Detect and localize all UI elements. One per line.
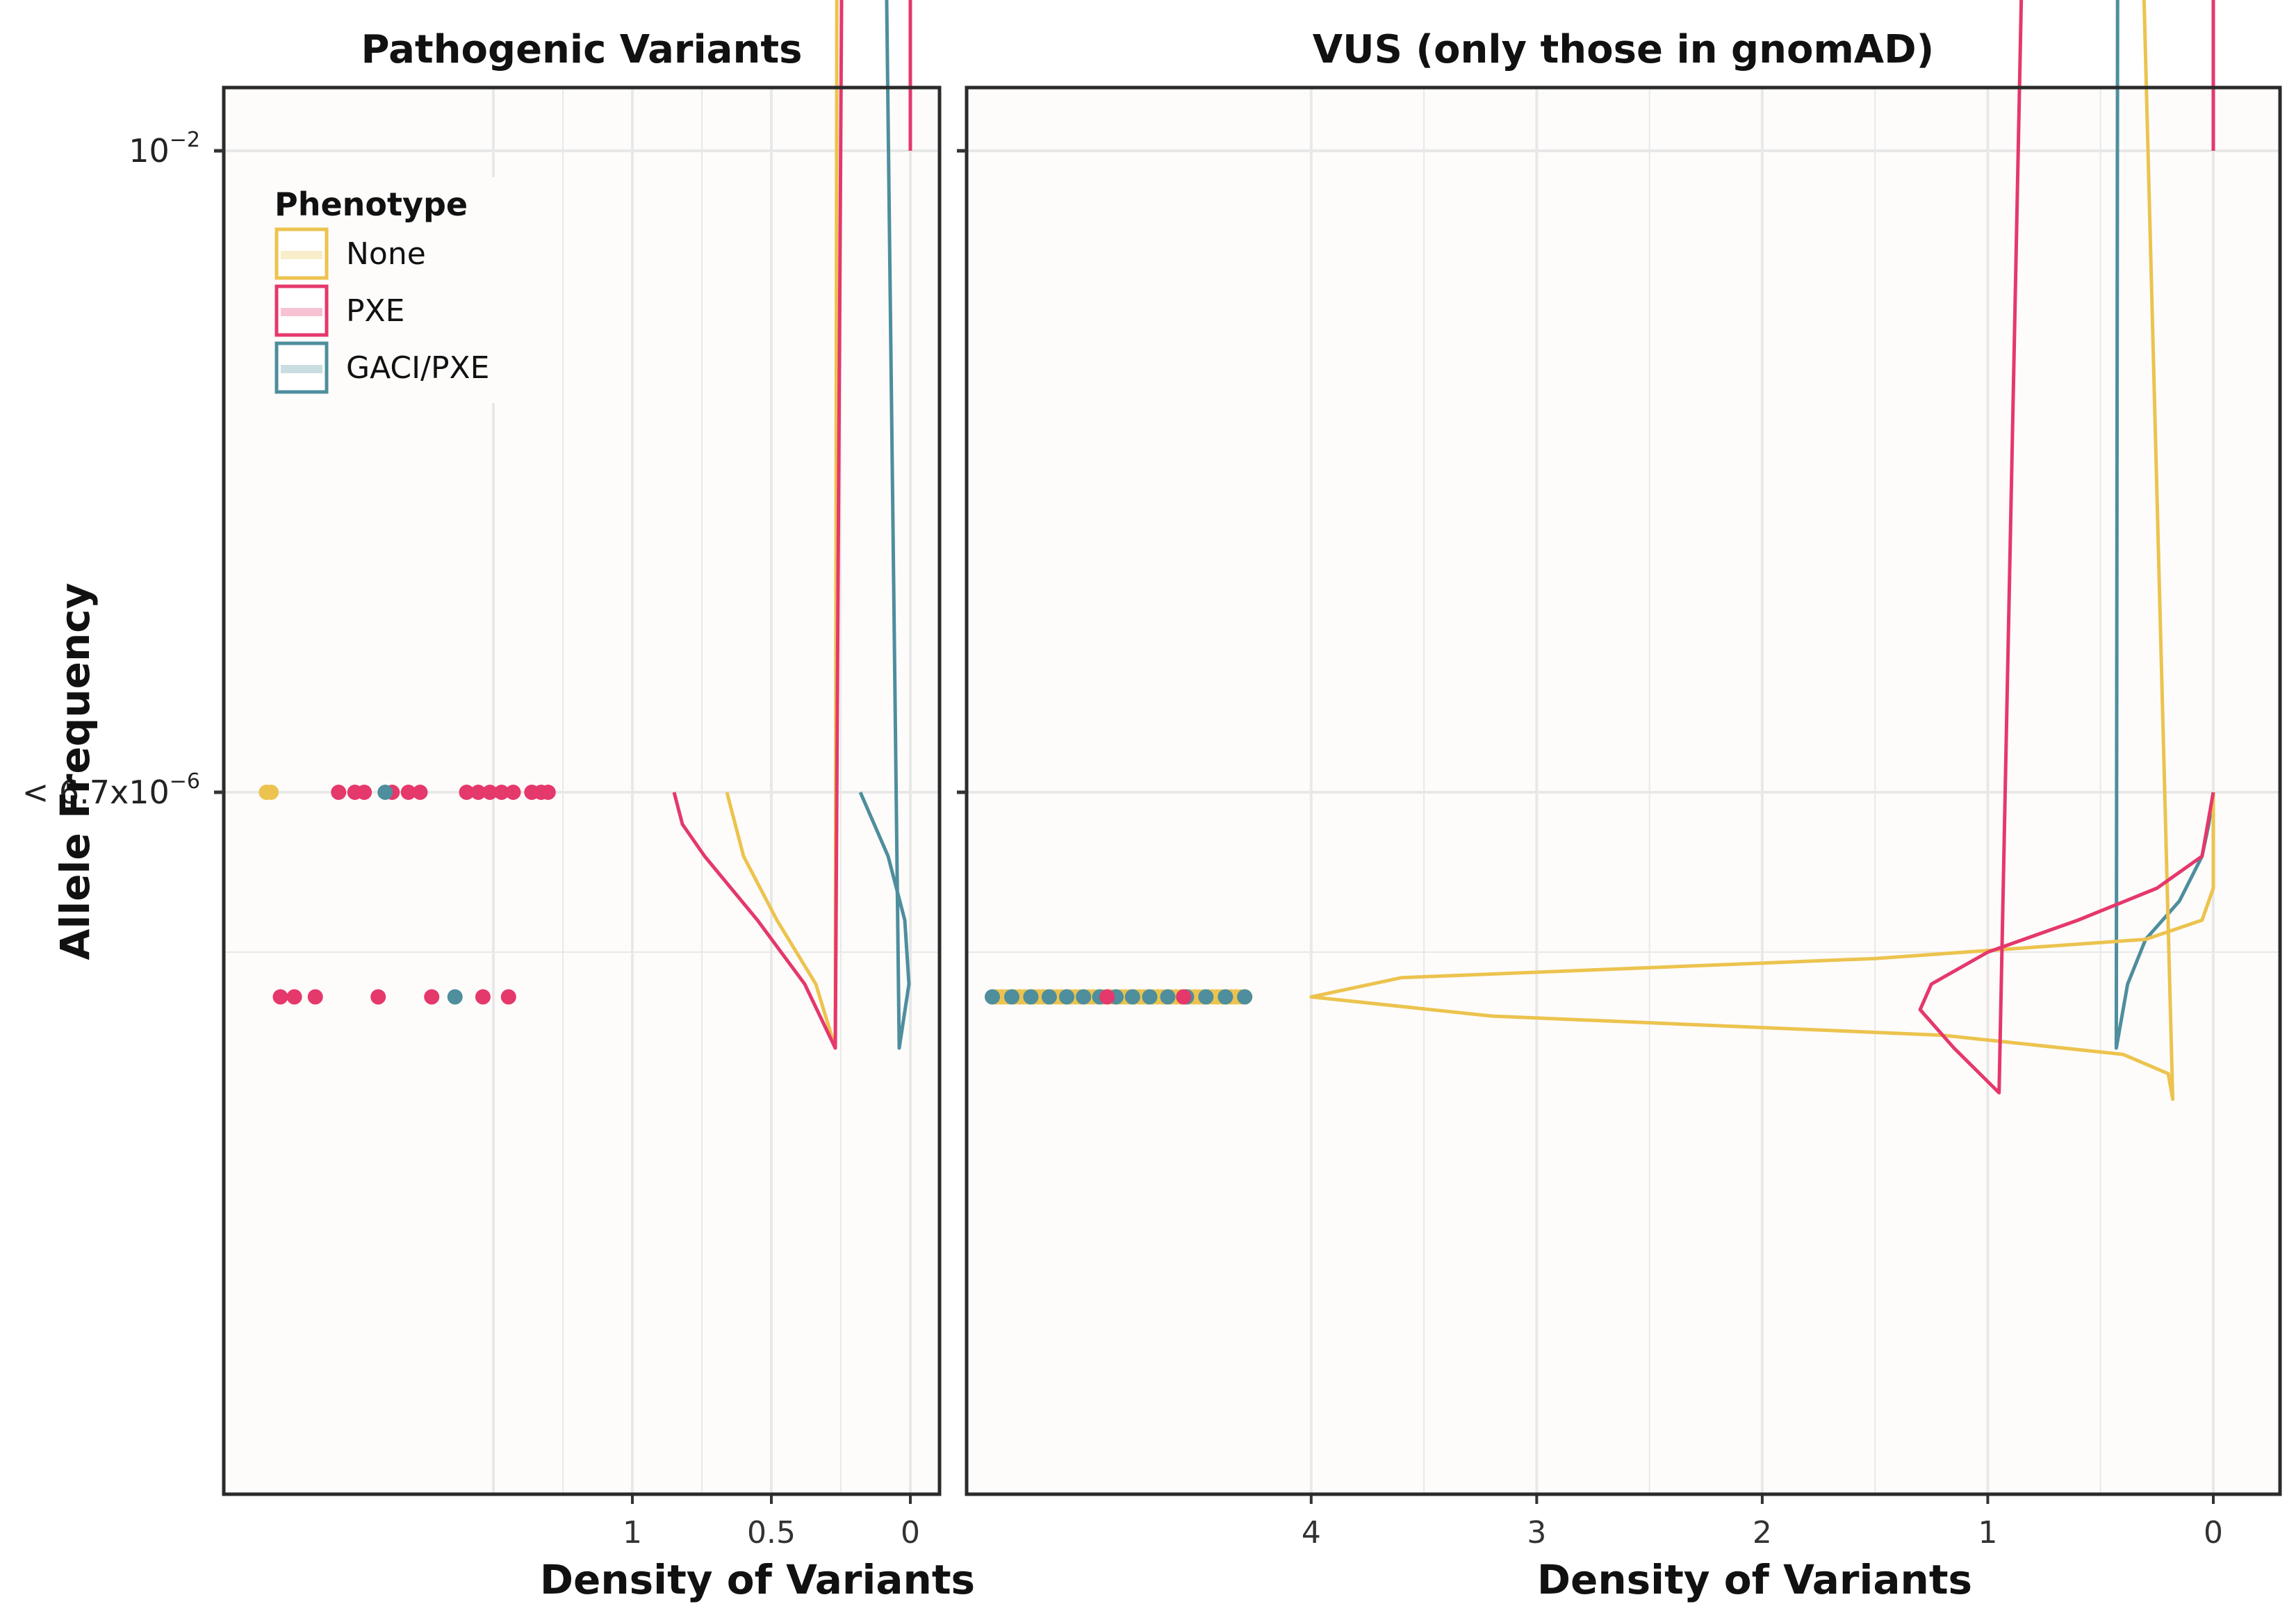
y-tick-base: 10: [129, 132, 170, 170]
point-gaci-pxe: [377, 785, 393, 800]
legend-key-box: [274, 341, 329, 394]
point-pxe: [459, 785, 475, 800]
point-gaci-pxe: [1217, 989, 1233, 1005]
y-tick-label: 10−2: [129, 128, 200, 170]
x-tick-label: 3: [1527, 1515, 1546, 1551]
point-pxe: [493, 785, 509, 800]
density-gaci-pxe: [2114, 0, 2215, 1050]
point-pxe: [286, 989, 302, 1005]
point-gaci-pxe: [1237, 989, 1253, 1005]
legend-label: None: [346, 236, 426, 272]
point-pxe: [500, 989, 516, 1005]
point-pxe: [482, 785, 498, 800]
grid: [967, 88, 2280, 1494]
point-pxe: [370, 989, 386, 1005]
point-gaci-pxe: [1059, 989, 1075, 1005]
point-gaci-pxe: [1041, 989, 1057, 1005]
density-pxe: [1918, 0, 2215, 1095]
point-gaci-pxe: [1076, 989, 1092, 1005]
density-none: [725, 0, 912, 1050]
point-pxe: [540, 785, 556, 800]
point-pxe: [470, 785, 486, 800]
legend-title: Phenotype: [274, 186, 468, 223]
density-none: [1309, 0, 2215, 1102]
legend-key-fill: [281, 251, 322, 259]
point-pxe: [1176, 989, 1192, 1005]
legend-label: GACI/PXE: [346, 350, 489, 386]
x-tick-label: 0: [2204, 1515, 2223, 1551]
scatter-points: [985, 989, 1253, 1005]
point-gaci-pxe: [1160, 989, 1176, 1005]
point-pxe: [412, 785, 428, 800]
point-gaci-pxe: [985, 989, 1000, 1005]
legend-item: None: [274, 227, 426, 280]
x-tick-label: 0: [901, 1515, 920, 1551]
legend-label: PXE: [346, 293, 404, 329]
point-gaci-pxe: [1023, 989, 1039, 1005]
point-pxe: [475, 989, 491, 1005]
y-tick-label: < 6.7x10−6: [22, 769, 200, 811]
point-pxe: [331, 785, 347, 800]
point-pxe: [272, 989, 288, 1005]
panel-title: VUS (only those in gnomAD): [1313, 27, 1934, 72]
legend-key-fill: [281, 365, 322, 373]
point-pxe: [424, 989, 440, 1005]
point-pxe: [400, 785, 416, 800]
x-axis-label: Density of Variants: [1537, 1556, 1972, 1603]
y-tick-exponent: −6: [170, 769, 200, 794]
scatter-points: [259, 785, 556, 1005]
x-tick-label: 4: [1302, 1515, 1321, 1551]
legend-key-fill: [281, 308, 322, 316]
legend: Phenotype None PXE GACI/PXE: [268, 177, 507, 403]
point-gaci-pxe: [1198, 989, 1214, 1005]
density-pxe: [672, 0, 912, 1050]
legend-key-box: [274, 284, 329, 337]
point-gaci-pxe: [1004, 989, 1020, 1005]
point-gaci-pxe: [1142, 989, 1158, 1005]
panel-pathogenic: Pathogenic Variants Density of Variants 1 0…: [214, 0, 975, 1603]
y-tick-exponent: −2: [170, 128, 200, 152]
density-curves: [672, 0, 912, 1050]
point-pxe: [505, 785, 521, 800]
point-pxe: [1099, 989, 1115, 1005]
legend-key-box: [274, 227, 329, 280]
point-gaci-pxe: [447, 989, 463, 1005]
point-pxe: [356, 785, 372, 800]
legend-item: PXE: [274, 284, 404, 337]
x-axis-label: Density of Variants: [540, 1556, 975, 1603]
x-tick-label: 0.5: [747, 1515, 796, 1551]
density-curves: [1309, 0, 2215, 1102]
x-tick-label: 2: [1753, 1515, 1772, 1551]
legend-item: GACI/PXE: [274, 341, 489, 394]
point-none: [263, 785, 279, 800]
x-tick-label: 1: [1978, 1515, 1997, 1551]
point-gaci-pxe: [1124, 989, 1140, 1005]
x-tick-label: 1: [623, 1515, 642, 1551]
y-tick-prefix: < 6.7x10: [22, 774, 170, 811]
point-pxe: [307, 989, 323, 1005]
panel-title: Pathogenic Variants: [361, 27, 803, 72]
panel-vus: VUS (only those in gnomAD) Density of Var…: [957, 0, 2282, 1603]
y-axis-label: Allele Frequency: [51, 583, 99, 960]
